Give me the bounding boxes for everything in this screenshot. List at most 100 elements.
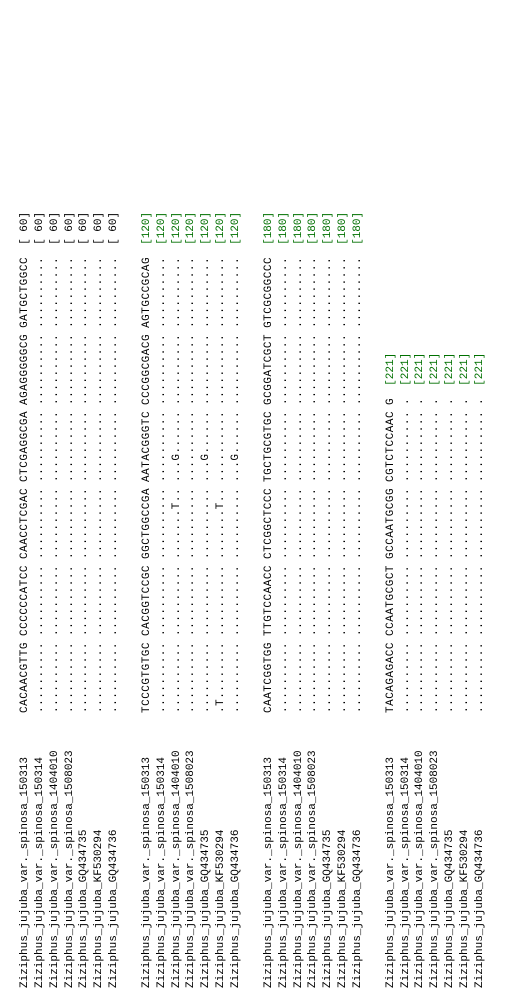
sequence-data: ........................................… bbox=[413, 392, 428, 713]
sequence-label: Ziziphus_jujuba_var._spinosa_150313 bbox=[384, 713, 399, 988]
sequence-data: ........................................… bbox=[107, 251, 122, 713]
position-label: [ 60] bbox=[33, 212, 48, 245]
position-label: [ 60] bbox=[48, 212, 63, 245]
alignment-row: Ziziphus_jujuba_var._spinosa_150314.....… bbox=[33, 212, 48, 988]
position-label: [ 60] bbox=[63, 212, 78, 245]
position-label: [120] bbox=[199, 212, 214, 245]
alignment-block: Ziziphus_jujuba_var._spinosa_150313TCCCG… bbox=[140, 212, 244, 988]
sequence-data: ........................................… bbox=[306, 251, 321, 713]
sequence-data: CAATCGGTGGTTGTCCAACCCTCGGCTCCCTGCTGCGTGC… bbox=[262, 251, 277, 713]
sequence-data: ........................................… bbox=[336, 251, 351, 713]
sequence-data: TACAGAGACCCCAATGCGCTGCCAATGCGGCGTCTCCAAC… bbox=[384, 392, 399, 713]
alignment-row: Ziziphus_jujuba_var._spinosa_150314.....… bbox=[277, 212, 292, 988]
sequence-label: Ziziphus_jujuba_var._spinosa_150314 bbox=[277, 713, 292, 988]
sequence-data: .T.........................T............… bbox=[214, 251, 229, 713]
alignment-row: Ziziphus_jujuba_KF530294.T..............… bbox=[214, 212, 229, 988]
alignment-row: Ziziphus_jujuba_GQ434736................… bbox=[473, 212, 488, 988]
sequence-label: Ziziphus_jujuba_var._spinosa_1508023 bbox=[184, 713, 199, 988]
sequence-label: Ziziphus_jujuba_GQ434735 bbox=[77, 713, 92, 988]
alignment-row: Ziziphus_jujuba_var._spinosa_150313CAATC… bbox=[262, 212, 277, 988]
position-label: [221] bbox=[443, 353, 458, 386]
alignment-row: Ziziphus_jujuba_GQ434735................… bbox=[77, 212, 92, 988]
position-label: [ 60] bbox=[107, 212, 122, 245]
alignment-row: Ziziphus_jujuba_var._spinosa_150313TACAG… bbox=[384, 212, 399, 988]
sequence-data: ........................................… bbox=[443, 392, 458, 713]
alignment-row: Ziziphus_jujuba_var._spinosa_150314.....… bbox=[155, 212, 170, 988]
sequence-data: ........................................… bbox=[399, 392, 414, 713]
sequence-label: Ziziphus_jujuba_GQ434736 bbox=[107, 713, 122, 988]
sequence-data: TCCCGTGTGCCACGGTCCGCGGCTGGCCGAAATACGGGTC… bbox=[140, 251, 155, 713]
alignment-block: Ziziphus_jujuba_var._spinosa_150313CACAA… bbox=[18, 212, 122, 988]
alignment-row: Ziziphus_jujuba_var._spinosa_1404010....… bbox=[413, 212, 428, 988]
sequence-label: Ziziphus_jujuba_var._spinosa_1508023 bbox=[306, 713, 321, 988]
sequence-label: Ziziphus_jujuba_GQ434736 bbox=[229, 713, 244, 988]
sequence-data: ........................................… bbox=[321, 251, 336, 713]
alignment-row: Ziziphus_jujuba_GQ434735................… bbox=[443, 212, 458, 988]
sequence-label: Ziziphus_jujuba_var._spinosa_150313 bbox=[262, 713, 277, 988]
sequence-label: Ziziphus_jujuba_GQ434736 bbox=[473, 713, 488, 988]
sequence-data: ........................................… bbox=[292, 251, 307, 713]
alignment-row: Ziziphus_jujuba_var._spinosa_1508023....… bbox=[428, 212, 443, 988]
position-label: [ 60] bbox=[18, 212, 33, 245]
position-label: [180] bbox=[351, 212, 366, 245]
alignment-row: Ziziphus_jujuba_GQ434735................… bbox=[321, 212, 336, 988]
alignment-row: Ziziphus_jujuba_GQ434736................… bbox=[229, 212, 244, 988]
alignment-row: Ziziphus_jujuba_var._spinosa_150314.....… bbox=[399, 212, 414, 988]
alignment-row: Ziziphus_jujuba_GQ434736................… bbox=[351, 212, 366, 988]
alignment-block: Ziziphus_jujuba_var._spinosa_150313TACAG… bbox=[384, 212, 488, 988]
sequence-data: .................................G......… bbox=[229, 251, 244, 713]
sequence-data: ........................................… bbox=[458, 392, 473, 713]
alignment-row: Ziziphus_jujuba_var._spinosa_1508023....… bbox=[184, 212, 199, 988]
position-label: [221] bbox=[399, 353, 414, 386]
sequence-label: Ziziphus_jujuba_KF530294 bbox=[458, 713, 473, 988]
sequence-label: Ziziphus_jujuba_var._spinosa_150314 bbox=[33, 713, 48, 988]
sequence-data: ........................................… bbox=[33, 251, 48, 713]
position-label: [120] bbox=[229, 212, 244, 245]
position-label: [180] bbox=[292, 212, 307, 245]
sequence-label: Ziziphus_jujuba_GQ434735 bbox=[443, 713, 458, 988]
position-label: [221] bbox=[413, 353, 428, 386]
alignment-row: Ziziphus_jujuba_KF530294................… bbox=[458, 212, 473, 988]
sequence-label: Ziziphus_jujuba_KF530294 bbox=[214, 713, 229, 988]
sequence-data: ........................................… bbox=[277, 251, 292, 713]
sequence-label: Ziziphus_jujuba_var._spinosa_1508023 bbox=[63, 713, 78, 988]
sequence-alignment: Ziziphus_jujuba_var._spinosa_150313CACAA… bbox=[18, 212, 506, 988]
sequence-label: Ziziphus_jujuba_var._spinosa_150313 bbox=[18, 713, 33, 988]
sequence-data: ........................................… bbox=[184, 251, 199, 713]
sequence-data: ........................................… bbox=[92, 251, 107, 713]
position-label: [180] bbox=[262, 212, 277, 245]
sequence-data: ........................................… bbox=[473, 392, 488, 713]
alignment-row: Ziziphus_jujuba_var._spinosa_1508023....… bbox=[306, 212, 321, 988]
position-label: [120] bbox=[170, 212, 185, 245]
sequence-data: .................................G......… bbox=[199, 251, 214, 713]
position-label: [180] bbox=[277, 212, 292, 245]
alignment-row: Ziziphus_jujuba_var._spinosa_150313CACAA… bbox=[18, 212, 33, 988]
sequence-label: Ziziphus_jujuba_KF530294 bbox=[336, 713, 351, 988]
sequence-label: Ziziphus_jujuba_var._spinosa_150313 bbox=[140, 713, 155, 988]
position-label: [221] bbox=[458, 353, 473, 386]
sequence-label: Ziziphus_jujuba_var._spinosa_1404010 bbox=[170, 713, 185, 988]
position-label: [ 60] bbox=[92, 212, 107, 245]
position-label: [120] bbox=[155, 212, 170, 245]
position-label: [221] bbox=[428, 353, 443, 386]
sequence-label: Ziziphus_jujuba_var._spinosa_1404010 bbox=[413, 713, 428, 988]
position-label: [180] bbox=[306, 212, 321, 245]
sequence-data: ........................................… bbox=[155, 251, 170, 713]
alignment-row: Ziziphus_jujuba_KF530294................… bbox=[336, 212, 351, 988]
alignment-row: Ziziphus_jujuba_var._spinosa_150313TCCCG… bbox=[140, 212, 155, 988]
alignment-row: Ziziphus_jujuba_var._spinosa_1404010....… bbox=[292, 212, 307, 988]
sequence-label: Ziziphus_jujuba_var._spinosa_1404010 bbox=[292, 713, 307, 988]
alignment-block: Ziziphus_jujuba_var._spinosa_150313CAATC… bbox=[262, 212, 366, 988]
sequence-label: Ziziphus_jujuba_var._spinosa_150314 bbox=[155, 713, 170, 988]
sequence-data: CACAACGTTGCCCCCCATCCCAACCTCGACCTCGAGGCGA… bbox=[18, 251, 33, 713]
sequence-label: Ziziphus_jujuba_GQ434735 bbox=[321, 713, 336, 988]
sequence-label: Ziziphus_jujuba_var._spinosa_1404010 bbox=[48, 713, 63, 988]
sequence-data: ...........................T.....G......… bbox=[170, 251, 185, 713]
position-label: [180] bbox=[336, 212, 351, 245]
alignment-row: Ziziphus_jujuba_KF530294................… bbox=[92, 212, 107, 988]
alignment-row: Ziziphus_jujuba_GQ434736................… bbox=[107, 212, 122, 988]
sequence-data: ........................................… bbox=[351, 251, 366, 713]
position-label: [221] bbox=[473, 353, 488, 386]
sequence-data: ........................................… bbox=[428, 392, 443, 713]
position-label: [ 60] bbox=[77, 212, 92, 245]
